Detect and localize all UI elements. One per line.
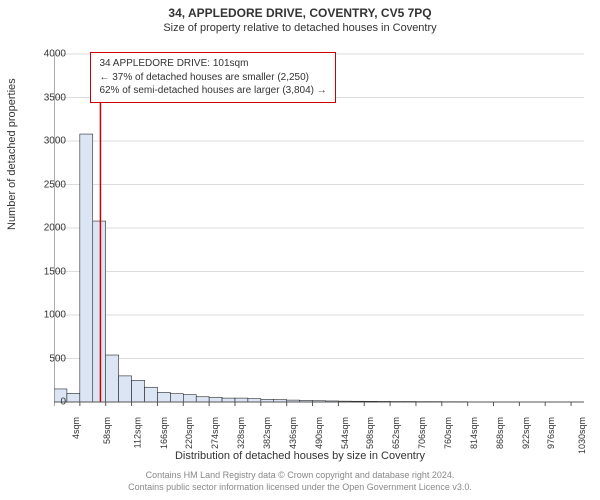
annotation-box: 34 APPLEDORE DRIVE: 101sqm ← 37% of deta…: [90, 52, 335, 103]
x-tick-label: 760sqm: [443, 417, 453, 449]
y-tick-label: 1500: [44, 266, 66, 277]
x-tick-label: 814sqm: [469, 417, 479, 449]
annotation-line1: 34 APPLEDORE DRIVE: 101sqm: [99, 57, 326, 71]
x-tick-label: 976sqm: [546, 417, 556, 449]
chart-subtitle: Size of property relative to detached ho…: [0, 20, 600, 34]
y-tick-label: 1000: [44, 310, 66, 321]
x-tick-label: 328sqm: [236, 417, 246, 449]
plot-area: 34 APPLEDORE DRIVE: 101sqm ← 37% of deta…: [54, 46, 584, 406]
annotation-line3: 62% of semi-detached houses are larger (…: [99, 84, 326, 98]
x-tick-label: 112sqm: [132, 417, 142, 448]
x-tick-label: 58sqm: [102, 417, 112, 444]
x-tick-label: 1030sqm: [577, 417, 587, 454]
y-axis-label: Number of detached properties: [6, 78, 18, 230]
footer: Contains HM Land Registry data © Crown c…: [0, 470, 600, 493]
y-tick-label: 2500: [44, 179, 66, 190]
x-tick-label: 382sqm: [262, 417, 272, 449]
x-tick-label: 274sqm: [210, 417, 220, 449]
x-tick-label: 544sqm: [340, 417, 350, 449]
x-tick-label: 490sqm: [314, 417, 324, 449]
footer-line2: Contains public sector information licen…: [0, 482, 600, 494]
y-tick-label: 500: [49, 353, 66, 364]
footer-line1: Contains HM Land Registry data © Crown c…: [0, 470, 600, 482]
y-tick-label: 3000: [44, 136, 66, 147]
x-tick-label: 652sqm: [391, 417, 401, 449]
y-tick-label: 3500: [44, 92, 66, 103]
x-tick-label: 220sqm: [184, 417, 194, 449]
annotation-line2: ← 37% of detached houses are smaller (2,…: [99, 71, 326, 85]
x-tick-label: 436sqm: [288, 417, 298, 449]
y-tick-label: 0: [60, 397, 66, 408]
chart-container: 34, APPLEDORE DRIVE, COVENTRY, CV5 7PQ S…: [0, 0, 600, 500]
chart-title: 34, APPLEDORE DRIVE, COVENTRY, CV5 7PQ: [0, 0, 600, 20]
x-tick-label: 166sqm: [159, 417, 169, 449]
x-axis-label: Distribution of detached houses by size …: [0, 450, 600, 462]
x-tick-label: 706sqm: [417, 417, 427, 449]
x-tick-label: 4sqm: [71, 417, 81, 439]
x-tick-label: 868sqm: [495, 417, 505, 449]
y-tick-label: 2000: [44, 223, 66, 234]
x-tick-label: 598sqm: [365, 417, 375, 449]
x-tick-label: 922sqm: [521, 417, 531, 449]
y-tick-label: 4000: [44, 49, 66, 60]
